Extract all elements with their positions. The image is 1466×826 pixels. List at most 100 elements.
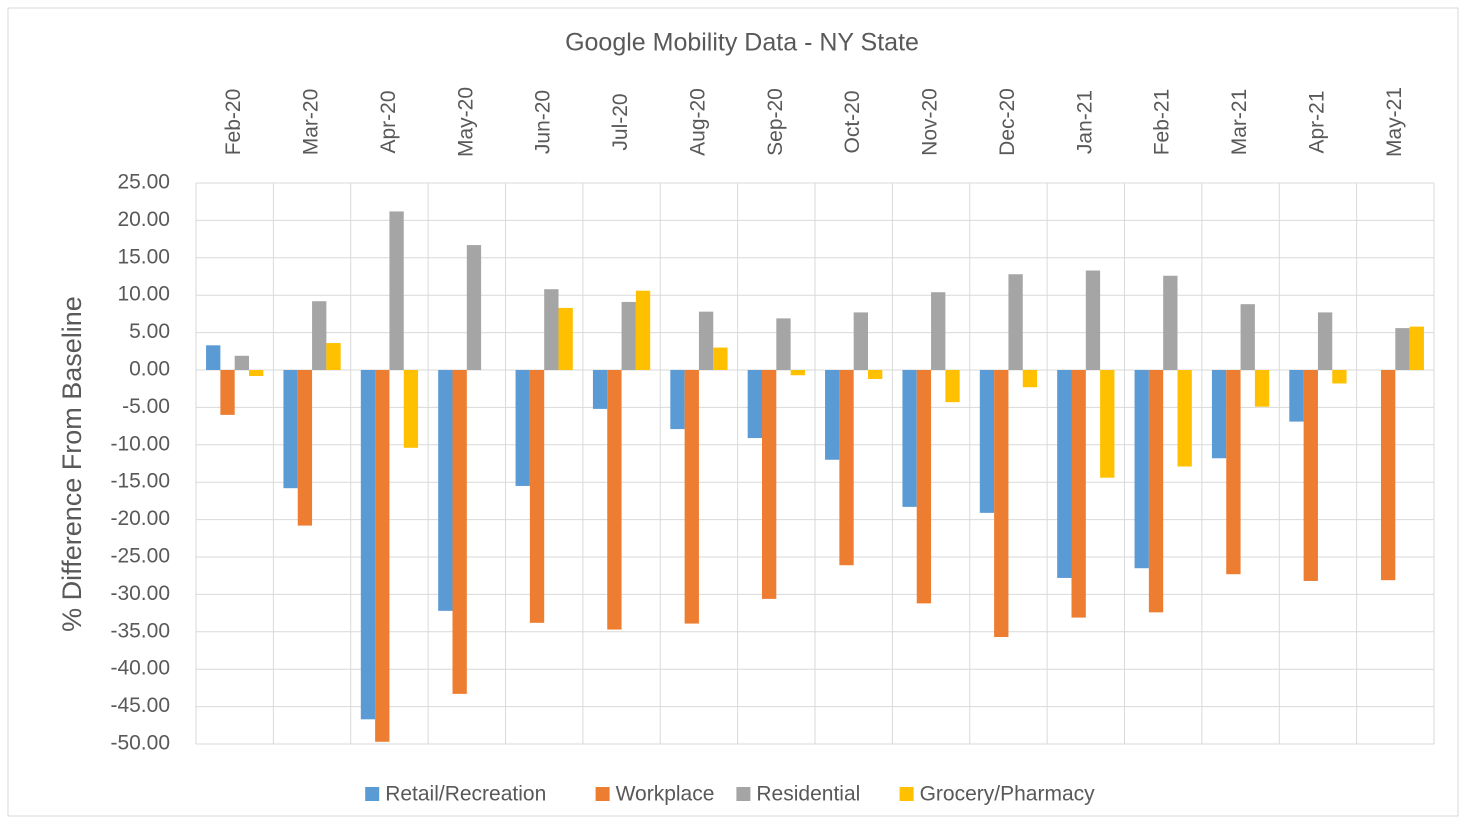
bar [1317, 312, 1333, 370]
legend-swatch [736, 787, 751, 801]
x-tick-label: Apr-20 [377, 90, 400, 153]
legend-label: Residential [756, 783, 860, 806]
y-tick-label: 10.00 [117, 283, 170, 306]
bar [1409, 326, 1424, 370]
legend-label: Workplace [616, 783, 715, 806]
bar [1226, 370, 1241, 575]
y-tick-label: 25.00 [117, 171, 170, 194]
bar [360, 370, 376, 720]
bar [312, 301, 327, 370]
bar [1380, 370, 1396, 581]
y-tick-label: 15.00 [117, 245, 170, 268]
bar [761, 370, 777, 599]
x-tick-label: Oct-20 [841, 90, 864, 153]
bar [375, 370, 390, 742]
bar [945, 370, 960, 403]
bar [931, 292, 946, 370]
x-tick-label: Aug-20 [686, 88, 709, 156]
y-tick-label: -10.00 [110, 432, 170, 455]
bar [1134, 370, 1149, 569]
x-tick-label: Jan-21 [1073, 90, 1096, 154]
bar [515, 370, 530, 486]
bar [825, 370, 840, 460]
y-tick-label: -5.00 [122, 395, 170, 418]
x-tick-label: Apr-21 [1305, 90, 1328, 153]
bar [592, 370, 608, 409]
bar [868, 370, 883, 379]
bar [1177, 370, 1192, 467]
bar [747, 370, 762, 439]
y-tick-label: -35.00 [110, 619, 170, 642]
y-tick-label: 5.00 [129, 320, 170, 343]
y-tick-label: -50.00 [110, 732, 170, 755]
bar [670, 370, 685, 430]
y-tick-label: -20.00 [110, 507, 170, 530]
bar [220, 370, 235, 415]
x-tick-label: Sep-20 [764, 88, 787, 156]
bar [839, 370, 854, 566]
legend-label: Grocery/Pharmacy [920, 783, 1096, 806]
legend-swatch [595, 787, 610, 801]
bar [1163, 275, 1178, 370]
bar [1240, 304, 1255, 370]
bar [916, 370, 932, 604]
bar [698, 311, 714, 370]
bar [684, 370, 699, 624]
legend-swatch [899, 787, 914, 801]
x-tick-label: Feb-20 [222, 89, 245, 156]
chart-title: Google Mobility Data - NY State [565, 29, 919, 57]
legend-label: Retail/Recreation [385, 783, 546, 806]
bar [776, 318, 791, 370]
x-tick-label: Nov-20 [919, 88, 942, 156]
bar [529, 370, 545, 623]
y-tick-label: 20.00 [117, 208, 170, 231]
bar [1022, 370, 1038, 388]
bar [979, 370, 995, 513]
y-tick-label: -45.00 [110, 694, 170, 717]
x-tick-label: Feb-21 [1151, 89, 1174, 156]
y-tick-label: -25.00 [110, 545, 170, 568]
bar [283, 370, 298, 489]
bar [438, 370, 453, 611]
y-tick-label: 0.00 [129, 358, 170, 381]
bar [403, 370, 419, 448]
bar [902, 370, 917, 507]
bar [1289, 370, 1304, 422]
x-tick-label: Mar-20 [300, 89, 323, 156]
x-tick-label: Dec-20 [996, 88, 1019, 156]
bar [389, 211, 404, 370]
legend-swatch [365, 787, 380, 801]
x-tick-label: Jun-20 [532, 90, 555, 154]
bar [635, 290, 651, 370]
x-tick-label: May-21 [1383, 87, 1406, 157]
bar [790, 370, 805, 376]
bar [1211, 370, 1227, 459]
bar [1303, 370, 1318, 581]
bar [1057, 370, 1072, 578]
bar [713, 347, 728, 370]
bar [466, 245, 482, 370]
bar [853, 312, 869, 370]
bar [1395, 328, 1410, 370]
bar [558, 307, 573, 370]
y-tick-label: -15.00 [110, 470, 170, 493]
bar [1085, 270, 1101, 370]
x-tick-label: Mar-21 [1228, 89, 1251, 156]
bar [326, 343, 341, 370]
bar [249, 370, 264, 376]
x-tick-label: Jul-20 [609, 93, 632, 150]
bar [621, 301, 636, 370]
bar [1071, 370, 1086, 618]
bar [1100, 370, 1115, 478]
y-tick-label: -40.00 [110, 657, 170, 680]
bar [206, 345, 221, 370]
y-axis-label: % Difference From Baseline [57, 296, 87, 632]
bar [544, 289, 559, 370]
bar [1254, 370, 1270, 407]
bar [1008, 274, 1023, 370]
bar [452, 370, 467, 694]
bar [297, 370, 313, 526]
bar [1148, 370, 1164, 613]
y-tick-label: -30.00 [110, 582, 170, 605]
